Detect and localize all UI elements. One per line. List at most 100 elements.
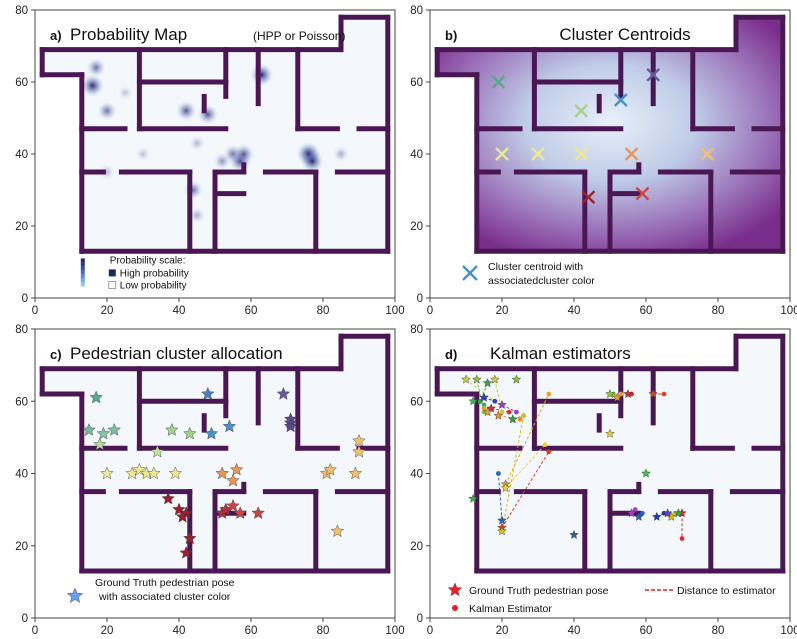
x-tick-label: 80	[317, 305, 330, 317]
centroid-x-stroke	[491, 75, 506, 89]
kalman-estimate-dot	[521, 413, 526, 419]
kalman-estimate-dot	[618, 391, 624, 397]
floor-gradient	[437, 17, 783, 252]
pedestrian-star	[100, 466, 114, 480]
gt-pose-star	[479, 392, 489, 402]
gt-pose-star	[612, 392, 622, 402]
centroid-x-stroke	[613, 93, 628, 107]
pedestrian-star	[323, 462, 337, 476]
pedestrian-star	[161, 491, 175, 505]
kalman-estimate-dot	[481, 402, 487, 408]
y-tick-label: 80	[15, 5, 28, 17]
pedestrian-star	[107, 423, 121, 436]
scale-bar-cell	[80, 270, 85, 275]
scale-bar-cell	[80, 258, 85, 263]
y-tick-label: 40	[15, 149, 28, 161]
pedestrian-star	[229, 462, 244, 476]
y-tick-label: 0	[22, 293, 28, 305]
x-tick-label: 0	[427, 305, 433, 317]
gt-pose-star	[652, 511, 662, 521]
y-tick-label: 0	[417, 613, 423, 625]
y-tick-label: 80	[410, 324, 423, 336]
gt-pose-star	[482, 407, 493, 417]
pedestrian-star	[283, 419, 298, 433]
pedestrian-star	[222, 419, 237, 433]
scale-bar-cell	[80, 274, 85, 279]
y-tick-label: 20	[15, 541, 28, 553]
pedestrian-star	[168, 466, 183, 480]
pedestrian-star	[330, 524, 345, 538]
x-tick-label: 40	[568, 625, 581, 637]
centroid-marker	[646, 67, 661, 82]
kalman-estimate-dot	[542, 442, 548, 447]
legend-marker	[66, 587, 84, 603]
chart-subtitle: (HPP or Poisson)	[253, 29, 345, 43]
kalman-estimate-dot	[496, 471, 501, 476]
x-tick-label: 60	[640, 625, 653, 637]
panel-label: a)	[50, 28, 62, 43]
pedestrian-star	[251, 506, 265, 519]
distance-line	[491, 407, 510, 413]
gt-pose-star	[490, 374, 500, 384]
legend-low-swatch	[108, 281, 117, 289]
kalman-estimate-dot	[661, 391, 667, 397]
chart-title: Cluster Centroids	[559, 25, 690, 44]
heat-cell	[300, 149, 324, 173]
x-tick-label: 0	[427, 625, 433, 637]
heat-cell	[332, 145, 350, 163]
centroid-x-stroke	[700, 147, 715, 161]
x-tick-label: 60	[245, 305, 258, 317]
pedestrian-star	[179, 545, 193, 559]
centroid-x-stroke	[495, 147, 509, 161]
y-tick-label: 80	[15, 324, 28, 336]
centroid-marker	[531, 147, 545, 161]
legend-dist-label: Distance to estimator	[677, 585, 776, 597]
legend-label: Cluster centroid with associatedcluster c…	[488, 261, 595, 287]
distance-line	[497, 473, 503, 521]
legend-line-2: associatedcluster color	[488, 275, 595, 287]
floor	[437, 336, 783, 571]
legend-kalman-label: Kalman Estimator	[469, 603, 552, 615]
kalman-estimate-dot	[506, 409, 512, 415]
panel-label: c)	[50, 347, 62, 362]
y-tick-label: 0	[22, 613, 28, 625]
floor	[42, 336, 388, 571]
panel-1-axes: 0 20 40 60 80 100 0 20 40 60 80	[15, 5, 404, 317]
pedestrian-star	[183, 426, 197, 440]
gt-pose-star	[493, 410, 504, 420]
gt-pose-star	[500, 482, 511, 493]
gt-pose-star	[497, 515, 507, 525]
gt-pose-star	[623, 388, 633, 399]
centroid-marker	[581, 190, 596, 205]
x-tick-label: 60	[245, 625, 258, 637]
centroid-marker	[613, 93, 628, 107]
x-tick-label: 100	[780, 305, 797, 317]
x-tick-label: 100	[385, 625, 404, 637]
heat-cell	[213, 152, 231, 170]
y-tick-label: 40	[410, 149, 423, 161]
scale-bar-cell	[80, 262, 85, 267]
distance-line	[465, 379, 496, 402]
legend-dot	[452, 605, 458, 611]
floor	[42, 17, 388, 252]
kalman-estimate-dot	[514, 409, 519, 415]
centroid-x-stroke	[624, 147, 639, 161]
y-tick-label: 60	[410, 396, 423, 408]
gt-pose-star	[673, 508, 684, 518]
centroid-marker	[624, 147, 639, 161]
legend: Cluster centroid with associatedcluster c…	[462, 261, 595, 287]
centroid-x-stroke	[646, 67, 661, 82]
x-tick-label: 20	[496, 625, 509, 637]
distance-line	[505, 393, 550, 485]
heat-cell	[117, 85, 133, 101]
pedestrian-star	[147, 466, 161, 480]
panel-d: Kalman estimators d) Ground Truth pedestri…	[434, 333, 786, 615]
heat-cell	[197, 104, 218, 125]
x-tick-label: 80	[712, 625, 725, 637]
y-tick-label: 60	[15, 396, 28, 408]
legend-high-label: High probability	[120, 268, 189, 279]
gt-pose-star	[472, 374, 482, 384]
gt-pose-star	[641, 468, 651, 478]
kalman-estimate-dot	[481, 406, 487, 411]
